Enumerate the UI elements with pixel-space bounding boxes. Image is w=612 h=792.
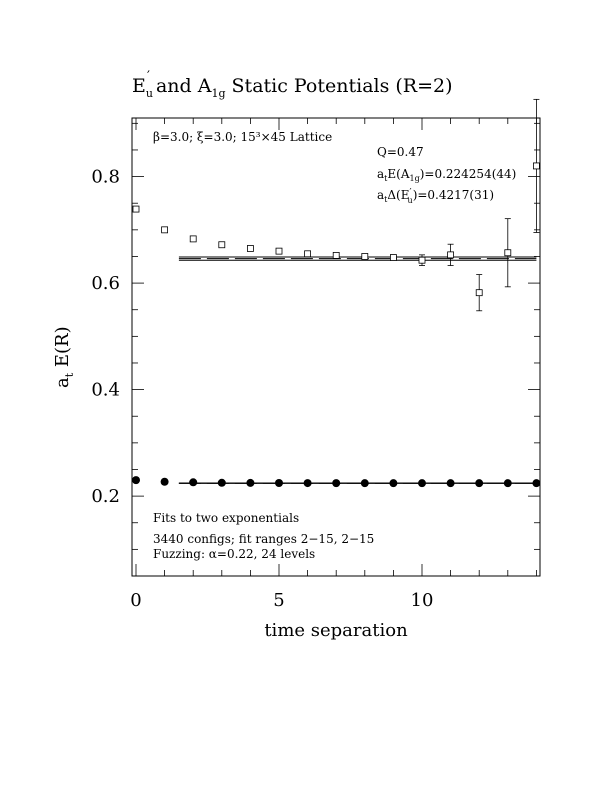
annotation-fits: Fits to two exponentials [153, 511, 299, 525]
title-rest: Static Potentials (R=2) [226, 75, 453, 97]
chart-title: Eu ′ and A1g Static Potentials (R=2) [132, 69, 453, 100]
data-point-circle [389, 479, 398, 488]
eu-post: )=0.4217(31) [413, 188, 494, 202]
data-point-circle [332, 479, 341, 488]
data-point-square [132, 205, 140, 213]
eu-mid-sub: u [408, 196, 413, 205]
data-point-circle [303, 479, 312, 488]
data-point-circle [360, 479, 369, 488]
data-point-square [275, 247, 283, 255]
data-point-square [189, 235, 197, 243]
plot-frame [131, 117, 541, 577]
data-point-circle [275, 479, 283, 488]
y-label-sub: t [63, 372, 76, 377]
data-point-square [361, 253, 369, 260]
data-point-circle [189, 478, 198, 487]
y-tick-label: 0.4 [91, 380, 120, 401]
y-tick-label: 0.6 [91, 273, 120, 294]
title-and-a: and A [150, 75, 212, 97]
title-a-sub: 1g [211, 87, 225, 100]
data-point-circle [475, 479, 484, 488]
annotation-eu: atΔ(E′ u)=0.4217(31) [377, 188, 494, 205]
y-label-rest: E(R) [52, 326, 73, 372]
data-point-square [475, 289, 483, 297]
data-point-square [161, 226, 169, 234]
data-point-square [504, 249, 512, 257]
y-tick-label: 0.8 [91, 167, 120, 188]
eu-mid-sup: ′ [409, 188, 411, 198]
x-tick-label: 5 [273, 590, 284, 611]
data-point-square [418, 256, 426, 264]
y-tick-labels: 0.2 0.4 0.6 0.8 [91, 167, 120, 508]
data-point-square [389, 254, 397, 261]
data-point-circle [160, 477, 169, 486]
data-point-circle [503, 479, 512, 488]
y-label-a: a [52, 377, 73, 388]
eu-pre-sub: t [384, 195, 388, 204]
x-tick-labels: 0 5 10 [130, 590, 433, 611]
title-e: E [132, 75, 146, 97]
eu-pre: a [377, 188, 384, 202]
a1g-mid-sub: 1g [409, 174, 419, 183]
data-point-circle [132, 476, 140, 485]
data-point-circle [217, 478, 226, 487]
axis-ticks [132, 118, 540, 577]
data-point-circle [246, 478, 255, 487]
data-point-circle [446, 479, 455, 488]
data-point-circle [418, 479, 426, 488]
annotation-q: Q=0.47 [377, 145, 424, 159]
annotation-lattice: β=3.0; ξ=3.0; 15³×45 Lattice [153, 130, 332, 144]
title-e-sup: ′ [147, 69, 150, 84]
data-point-square [218, 241, 226, 249]
data-series [132, 98, 541, 488]
data-point-square [332, 251, 340, 259]
y-tick-label: 0.2 [91, 486, 120, 507]
title-e-sub: u [146, 87, 153, 100]
data-point-square [447, 251, 455, 259]
a1g-post: )=0.224254(44) [420, 167, 517, 181]
annotation-configs: 3440 configs; fit ranges 2−15, 2−15 [153, 532, 374, 546]
fit-bands [178, 256, 537, 484]
a1g-pre: a [377, 167, 384, 181]
y-axis-label: at E(R) [52, 326, 76, 388]
annotation-a1g: atE(A1g)=0.224254(44) [377, 167, 516, 183]
a1g-pre-sub: t [384, 174, 388, 183]
annotation-fuzzing: Fuzzing: α=0.22, 24 levels [153, 547, 315, 561]
x-tick-label: 0 [130, 590, 141, 611]
eu-mid: Δ(E [387, 188, 409, 202]
data-point-square [533, 162, 540, 170]
data-point-circle [532, 479, 541, 488]
a1g-mid: E(A [387, 167, 409, 181]
x-axis-label: time separation [264, 620, 408, 641]
data-point-square [304, 250, 312, 258]
data-point-square [246, 245, 254, 252]
x-tick-label: 10 [411, 590, 434, 611]
